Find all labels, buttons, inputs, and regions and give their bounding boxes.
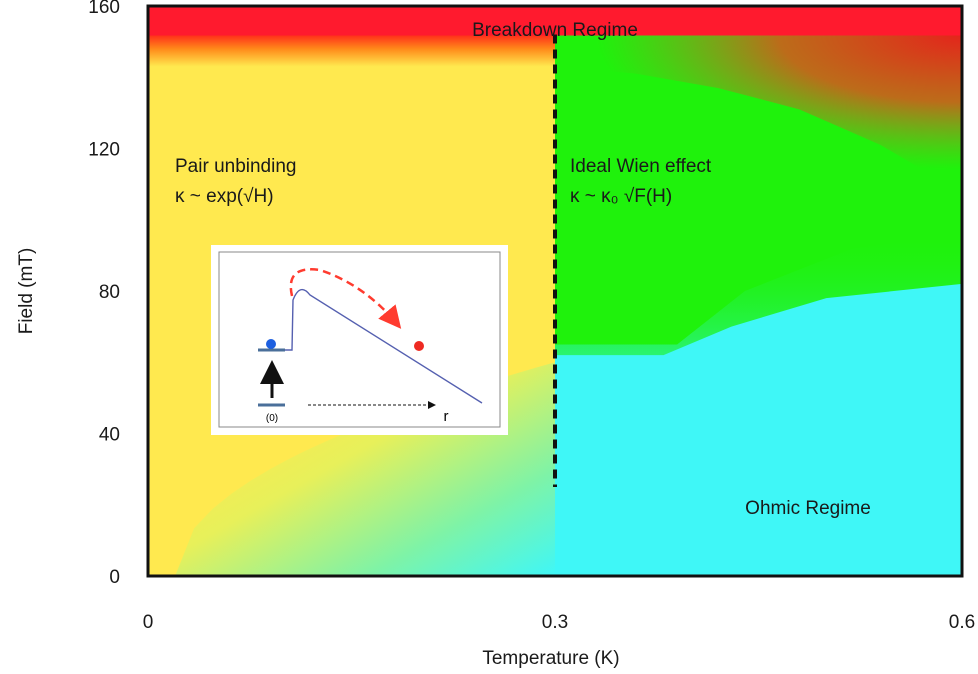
y-tick-label: 160 [88, 0, 120, 18]
y-tick-label: 40 [99, 425, 120, 446]
inset-potential-diagram: (0) r [211, 245, 508, 435]
ohmic-region-right [555, 283, 962, 576]
breakdown-region [148, 6, 962, 36]
y-tick-label: 120 [88, 140, 120, 161]
x-tick-label: 0 [143, 612, 154, 633]
pair-unbinding-formula: κ ~ exp(√H) [175, 186, 274, 207]
potential-curve [285, 288, 483, 404]
red-charge-dot [414, 341, 424, 351]
plot-regions [148, 6, 962, 576]
y-tick-label: 0 [109, 567, 120, 588]
y-tick-labels: 0 40 80 120 160 [88, 0, 120, 588]
ideal-wien-formula: κ ~ κ₀ √F(H) [570, 186, 672, 207]
x-tick-labels: 0 0.3 0.6 [143, 612, 976, 633]
x-tick-label: 0.3 [542, 612, 568, 633]
r-axis-label: r [444, 408, 449, 425]
ohmic-regime-label: Ohmic Regime [745, 498, 871, 519]
breakdown-regime-label: Breakdown Regime [472, 20, 638, 41]
x-tick-label: 0.6 [949, 612, 975, 633]
y-axis-label: Field (mT) [16, 248, 37, 335]
orange-transition-band [148, 34, 555, 67]
origin-label: (0) [266, 413, 278, 424]
ideal-wien-label: Ideal Wien effect [570, 156, 712, 177]
x-axis-label: Temperature (K) [482, 648, 619, 669]
plot-frame [146, 4, 964, 578]
escape-path-arrow [289, 268, 402, 329]
y-tick-label: 80 [99, 282, 120, 303]
blue-charge-dot [266, 339, 276, 349]
pair-unbinding-label: Pair unbinding [175, 156, 296, 177]
high-field-red-region [555, 34, 962, 185]
inset-frame [218, 251, 501, 428]
